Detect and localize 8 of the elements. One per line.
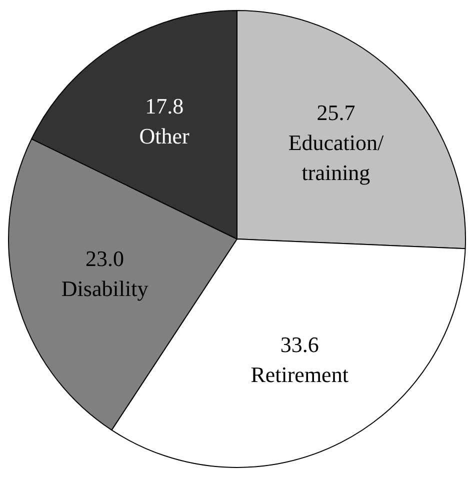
- slice-label: Retirement: [250, 362, 348, 387]
- data-label: 25.7: [316, 100, 356, 125]
- slice-label: Disability: [61, 276, 148, 302]
- data-label: 23.0: [86, 246, 124, 272]
- data-label: 33.6: [280, 332, 319, 357]
- data-label: 17.8: [145, 94, 184, 119]
- slice-label: Other: [139, 124, 190, 149]
- slice-label: Education/training: [288, 130, 385, 185]
